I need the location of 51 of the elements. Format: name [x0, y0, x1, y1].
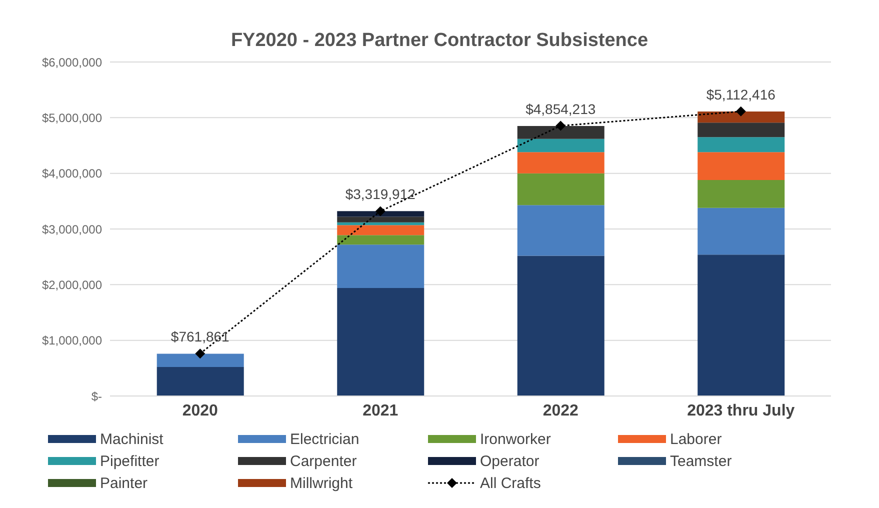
y-tick-label: $2,000,000: [42, 278, 102, 292]
point: [736, 106, 746, 116]
bar: [337, 211, 424, 217]
point: [556, 120, 566, 131]
bar: [337, 235, 424, 245]
legend-label: Operator: [480, 452, 540, 470]
data-label: $4,854,213: [526, 100, 596, 117]
bar: [698, 122, 785, 138]
bar: [517, 138, 604, 152]
bar: [517, 173, 604, 206]
data-label: $3,319,912: [345, 186, 416, 202]
bar: [337, 288, 424, 396]
bar: [517, 205, 604, 256]
legend-label: Millwright: [290, 474, 353, 492]
x-tick-label: 2022: [542, 402, 579, 420]
point: [375, 206, 386, 216]
legend-label: Ironworker: [480, 430, 551, 448]
bar: [698, 180, 785, 208]
legend-label: Laborer: [670, 430, 722, 448]
bar: [698, 208, 785, 255]
legend-label: Painter: [100, 474, 148, 492]
legend-label: Electrician: [290, 430, 360, 448]
legend-label: All Crafts: [480, 474, 541, 492]
point: [195, 348, 206, 359]
chart-title: FY2020 - 2023 Partner Contractor Subsistence: [230, 29, 650, 53]
x-tick-label: 2021: [362, 402, 398, 420]
y-tick-label: $6,000,000: [42, 55, 102, 70]
data-label: $5,112,416: [706, 86, 776, 102]
legend-label: Pipefitter: [100, 452, 160, 470]
bar: [517, 152, 604, 174]
x-tick-label: 2023 thru July: [687, 402, 795, 420]
bar: [156, 354, 244, 368]
bar: [337, 244, 424, 288]
bar: [517, 256, 604, 396]
bar: [698, 152, 785, 180]
y-tick-label: $4,000,000: [42, 166, 102, 181]
legend-label: Machinist: [100, 430, 164, 448]
y-tick-label: $3,000,000: [42, 222, 102, 236]
bar: [337, 225, 424, 236]
y-tick-label: $1,000,000: [42, 334, 102, 348]
bar: [517, 126, 604, 139]
legend-label: Teamster: [670, 452, 732, 470]
bar: [698, 254, 785, 396]
bar: [698, 137, 785, 152]
bar: [156, 367, 244, 396]
legend-label: Carpenter: [290, 452, 357, 470]
y-tick-label: $5,000,000: [42, 110, 102, 125]
x-tick-label: 2020: [182, 402, 218, 420]
bar: [698, 112, 785, 123]
y-tick-label: $-: [91, 389, 102, 404]
bar: [337, 216, 424, 222]
